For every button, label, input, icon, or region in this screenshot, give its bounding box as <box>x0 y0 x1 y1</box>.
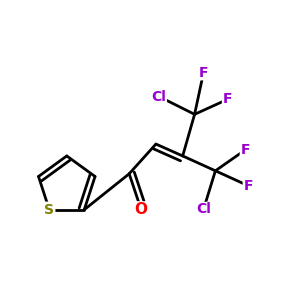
Text: F: F <box>223 92 232 106</box>
Text: F: F <box>199 66 208 80</box>
Text: F: F <box>240 143 250 157</box>
Text: Cl: Cl <box>152 89 166 103</box>
Text: S: S <box>44 203 54 217</box>
Text: O: O <box>135 202 148 217</box>
Text: Cl: Cl <box>196 202 211 216</box>
Text: F: F <box>243 179 253 193</box>
